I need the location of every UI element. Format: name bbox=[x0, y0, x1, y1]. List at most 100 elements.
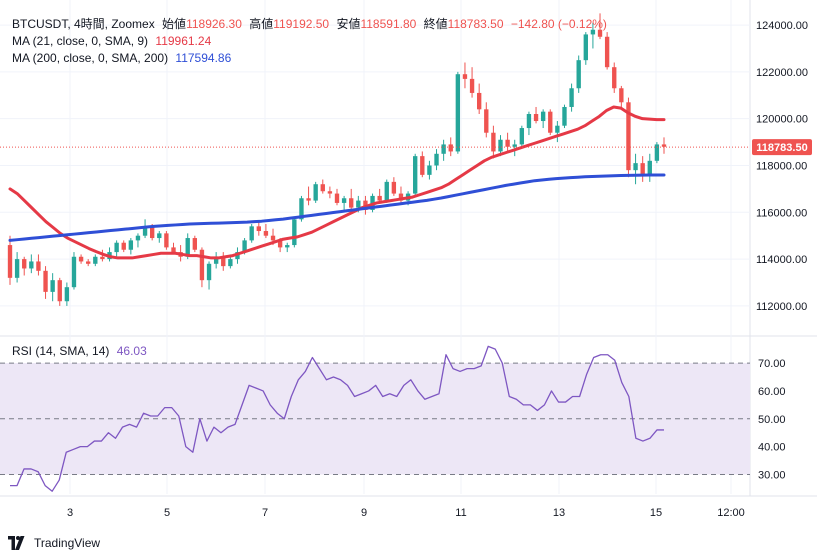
candle bbox=[327, 186, 333, 199]
candle bbox=[526, 111, 532, 136]
time-tick-label: 5 bbox=[164, 507, 170, 519]
open-value: 118926.30 bbox=[186, 17, 242, 31]
candle-body bbox=[548, 111, 553, 133]
candle bbox=[29, 254, 34, 274]
candle-body bbox=[441, 144, 446, 154]
candle bbox=[384, 179, 389, 203]
rsi-label: RSI (14, SMA, 14) bbox=[12, 344, 110, 358]
rsi-line bbox=[10, 345, 664, 492]
candle bbox=[540, 109, 546, 129]
candle-body bbox=[249, 226, 254, 241]
candle bbox=[462, 62, 468, 89]
candle-body bbox=[391, 181, 397, 194]
candle bbox=[164, 231, 169, 250]
ma200-line bbox=[8, 173, 666, 242]
candle-body bbox=[398, 193, 404, 201]
candle-body bbox=[149, 226, 155, 239]
candle bbox=[491, 125, 496, 159]
candle bbox=[626, 97, 631, 178]
tradingview-logo-icon bbox=[8, 536, 25, 550]
candle-body bbox=[583, 34, 588, 61]
low-label: 安値 bbox=[336, 17, 361, 31]
candle bbox=[263, 224, 269, 239]
candle bbox=[64, 282, 70, 306]
candle-body bbox=[164, 233, 169, 248]
candle bbox=[306, 186, 311, 206]
candle-body bbox=[277, 240, 283, 248]
candle-body bbox=[341, 198, 347, 203]
rsi-tick-label: 60.00 bbox=[758, 386, 786, 398]
candle bbox=[213, 252, 219, 269]
candle-body bbox=[654, 144, 660, 161]
candle-body bbox=[512, 144, 517, 147]
candle bbox=[413, 153, 418, 196]
price-tick-label: 120000.00 bbox=[756, 114, 808, 126]
candle-body bbox=[604, 36, 610, 68]
time-tick-label: 3 bbox=[67, 507, 73, 519]
candle-body bbox=[555, 125, 560, 133]
candle bbox=[484, 102, 489, 138]
candle bbox=[555, 121, 560, 143]
candle-body bbox=[50, 280, 55, 292]
candle-body bbox=[576, 60, 581, 89]
candle-body bbox=[590, 29, 596, 35]
ma200-legend[interactable]: MA (200, close, 0, SMA, 200) 117594.86 bbox=[12, 51, 235, 65]
candle-body bbox=[384, 181, 389, 201]
ma21-label: MA (21, close, 0, SMA, 9) bbox=[12, 34, 149, 48]
high-value: 119192.50 bbox=[273, 17, 330, 31]
candle bbox=[434, 149, 439, 171]
candle-body bbox=[285, 245, 290, 248]
candle bbox=[320, 179, 325, 194]
candle-body bbox=[299, 198, 304, 220]
candle-body bbox=[256, 226, 261, 232]
candle bbox=[128, 238, 134, 255]
footer[interactable]: TradingView bbox=[6, 534, 100, 552]
candle bbox=[14, 252, 20, 283]
candle bbox=[583, 32, 588, 65]
time-tick-label: 12:00 bbox=[717, 507, 745, 519]
time-tick-label: 9 bbox=[361, 507, 367, 519]
candle bbox=[22, 256, 27, 276]
candle bbox=[221, 252, 226, 271]
candle bbox=[619, 85, 624, 107]
ma21-legend[interactable]: MA (21, close, 0, SMA, 9) 119961.24 bbox=[12, 34, 215, 48]
candle bbox=[334, 188, 340, 206]
time-tick-label: 11 bbox=[455, 507, 466, 519]
rsi-legend[interactable]: RSI (14, SMA, 14) 46.03 bbox=[12, 344, 151, 358]
symbol-label: BTCUSDT, 4時間, Zoomex bbox=[12, 17, 155, 31]
candle-body bbox=[128, 240, 134, 250]
candle bbox=[469, 67, 475, 98]
candle-body bbox=[526, 114, 532, 129]
rsi-tick-label: 70.00 bbox=[758, 358, 786, 370]
candle bbox=[135, 233, 141, 248]
candle bbox=[377, 188, 382, 203]
candle bbox=[661, 137, 667, 154]
candle bbox=[349, 188, 354, 210]
candle-body bbox=[633, 163, 638, 171]
time-tick-label: 13 bbox=[553, 507, 565, 519]
candle-body bbox=[64, 287, 70, 302]
candle-body bbox=[121, 242, 126, 250]
candle-body bbox=[327, 191, 333, 194]
candle bbox=[285, 242, 290, 253]
close-label: 終値 bbox=[423, 17, 448, 31]
candle bbox=[157, 231, 162, 243]
last-price-tag bbox=[752, 139, 812, 156]
candle bbox=[420, 151, 425, 178]
candle-body bbox=[142, 226, 148, 236]
candle-body bbox=[199, 249, 205, 281]
candle-body bbox=[270, 235, 276, 241]
candle-body bbox=[242, 240, 247, 253]
candle-body bbox=[498, 139, 503, 152]
candle-body bbox=[434, 153, 439, 166]
candle-body bbox=[100, 256, 105, 260]
candle-body bbox=[185, 238, 190, 257]
candle-body bbox=[356, 200, 361, 208]
change-value: −142.80 (−0.12%) bbox=[510, 17, 607, 31]
candle bbox=[199, 247, 205, 288]
candle-body bbox=[540, 111, 546, 122]
candle-body bbox=[292, 219, 297, 246]
candle-body bbox=[29, 261, 34, 269]
candle-body bbox=[612, 67, 617, 89]
